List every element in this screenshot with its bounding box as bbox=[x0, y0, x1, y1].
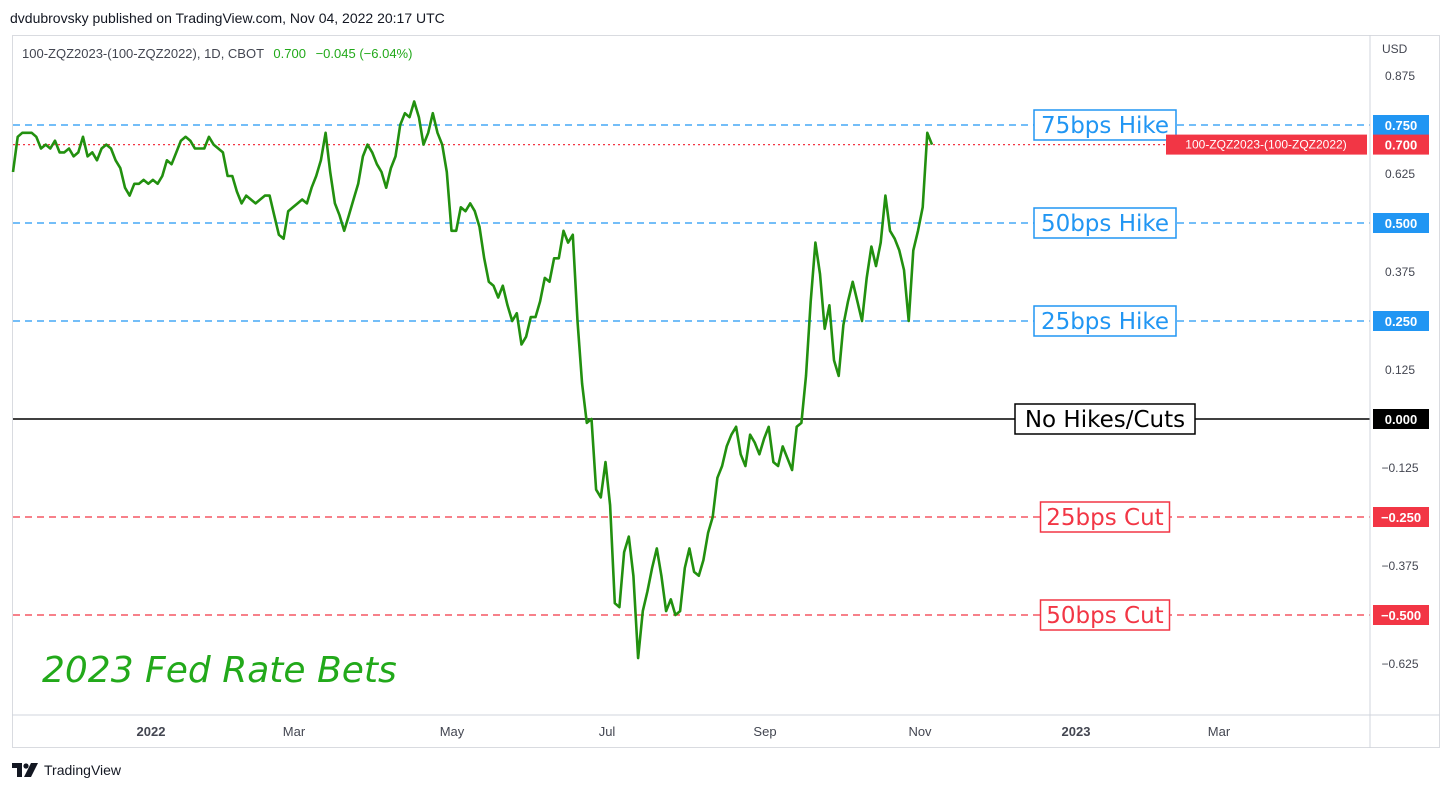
x-tick-label: 2022 bbox=[137, 724, 166, 739]
level-label-box bbox=[1014, 403, 1196, 435]
level-axis-tag-text: 0.000 bbox=[1385, 412, 1418, 427]
level-axis-tag bbox=[1373, 213, 1429, 233]
y-tick-label: 0.875 bbox=[1385, 69, 1415, 83]
y-tick-label: −0.375 bbox=[1381, 559, 1418, 573]
level-axis-tag bbox=[1373, 311, 1429, 331]
level-axis-tag-text: 0.250 bbox=[1385, 314, 1418, 329]
y-tick-label: 0.125 bbox=[1385, 363, 1415, 377]
y-tick-label: −0.125 bbox=[1381, 461, 1418, 475]
current-price-value: 0.700 bbox=[1385, 138, 1418, 153]
x-tick-label: May bbox=[440, 724, 465, 739]
y-tick-label: 0.625 bbox=[1385, 167, 1415, 181]
level-label: 50bps Cut bbox=[1046, 603, 1163, 629]
level-axis-tag-text: −0.500 bbox=[1381, 608, 1421, 623]
tradingview-brand[interactable]: TradingView bbox=[12, 762, 121, 778]
level-axis-tag bbox=[1373, 409, 1429, 429]
level-label: 25bps Cut bbox=[1046, 505, 1163, 531]
level-axis-tag-text: 0.500 bbox=[1385, 216, 1418, 231]
level-label-box bbox=[1039, 599, 1171, 631]
x-tick-label: Nov bbox=[908, 724, 932, 739]
x-tick-label: 2023 bbox=[1062, 724, 1091, 739]
current-price-name: 100-ZQZ2023-(100-ZQZ2022) bbox=[1185, 138, 1346, 152]
x-tick-label: Mar bbox=[1208, 724, 1231, 739]
currency-label: USD bbox=[1382, 42, 1408, 56]
level-label-box bbox=[1039, 501, 1171, 533]
level-label-box bbox=[1033, 109, 1177, 141]
last-value: 0.700 bbox=[273, 46, 306, 61]
brand-name: TradingView bbox=[44, 762, 122, 778]
publisher-text: dvdubrovsky published on TradingView.com… bbox=[10, 10, 445, 26]
level-label-box bbox=[1033, 207, 1177, 239]
level-label: 75bps Hike bbox=[1041, 113, 1169, 139]
y-tick-label: −0.625 bbox=[1381, 657, 1418, 671]
change-value: −0.045 (−6.04%) bbox=[315, 46, 413, 61]
level-label-box bbox=[1033, 305, 1177, 337]
level-label: 50bps Hike bbox=[1041, 211, 1169, 237]
x-tick-label: Jul bbox=[599, 724, 616, 739]
level-axis-tag-text: 0.750 bbox=[1385, 118, 1418, 133]
x-tick-label: Sep bbox=[753, 724, 776, 739]
x-tick-label: Mar bbox=[283, 724, 306, 739]
level-axis-tag bbox=[1373, 115, 1429, 135]
y-tick-label: 0.375 bbox=[1385, 265, 1415, 279]
level-axis-tag bbox=[1373, 605, 1429, 625]
level-axis-tag bbox=[1373, 507, 1429, 527]
level-label: 25bps Hike bbox=[1041, 309, 1169, 335]
symbol-legend: 100-ZQZ2023-(100-ZQZ2022), 1D, CBOT 0.70… bbox=[22, 46, 412, 61]
symbol-label: 100-ZQZ2023-(100-ZQZ2022), 1D, CBOT bbox=[22, 46, 264, 61]
current-price-name-tag bbox=[1166, 134, 1367, 155]
series-line bbox=[11, 100, 934, 660]
chart-title: 2023 Fed Rate Bets bbox=[42, 650, 397, 691]
current-price-tag bbox=[1373, 134, 1429, 155]
chart-frame bbox=[12, 35, 1440, 748]
tradingview-logo-icon bbox=[12, 763, 38, 777]
level-axis-tag-text: −0.250 bbox=[1381, 510, 1421, 525]
level-label: No Hikes/Cuts bbox=[1025, 407, 1185, 433]
